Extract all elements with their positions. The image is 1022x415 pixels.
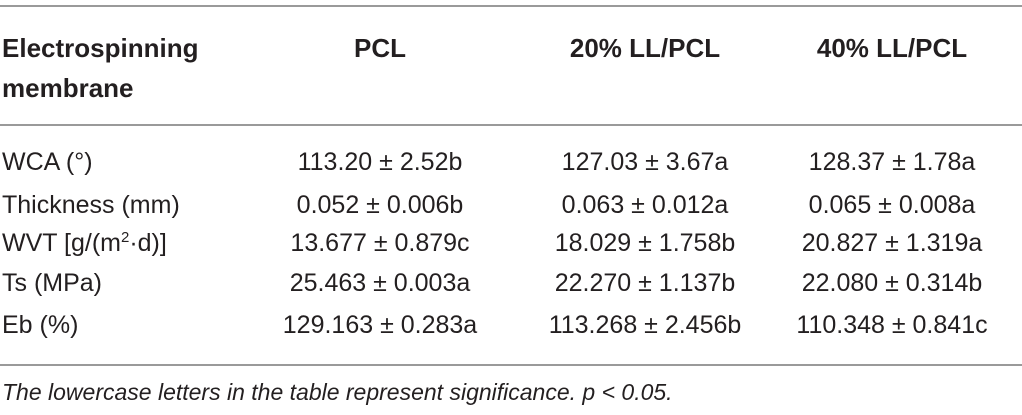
cell-40-ll-pcl: 128.37 ± 1.78a (808, 148, 976, 176)
cell-40-ll-pcl: 0.065 ± 0.008a (808, 191, 976, 219)
row-label-ts: Ts (MPa) (2, 269, 102, 297)
header-row-label: Electrospinning membrane (2, 28, 262, 152)
cell-pcl: 13.677 ± 0.879c (290, 229, 470, 257)
table-top-rule (0, 5, 1022, 7)
cell-pcl: 25.463 ± 0.003a (289, 269, 471, 297)
row-label-eb: Eb (%) (2, 311, 79, 339)
row-label-wvt-pre: WVT [g/(m (2, 229, 121, 257)
cell-pcl: 129.163 ± 0.283a (282, 311, 478, 339)
cell-20-ll-pcl: 22.270 ± 1.137b (554, 269, 736, 297)
cell-20-ll-pcl: 18.029 ± 1.758b (554, 229, 736, 257)
row-label-thickness: Thickness (mm) (2, 191, 180, 219)
cell-40-ll-pcl: 20.827 ± 1.319a (801, 229, 983, 257)
cell-20-ll-pcl: 0.063 ± 0.012a (561, 191, 729, 219)
cell-40-ll-pcl: 22.080 ± 0.314b (801, 269, 983, 297)
row-label-wvt-superscript: 2 (120, 229, 130, 246)
cell-pcl: 113.20 ± 2.52b (297, 148, 463, 176)
cell-40-ll-pcl: 110.348 ± 0.841c (796, 311, 988, 339)
header-row-label-line1: Electrospinning (2, 33, 199, 63)
cell-20-ll-pcl: 113.268 ± 2.456b (548, 311, 742, 339)
table-footnote: The lowercase letters in the table repre… (2, 379, 673, 405)
row-label-wvt: WVT [g/(m2·d)] (2, 224, 167, 262)
cell-20-ll-pcl: 127.03 ± 3.67a (561, 148, 729, 176)
header-20-ll-pcl: 20% LL/PCL (569, 33, 721, 63)
table-row: WCA (°) 113.20 ± 2.52b 127.03 ± 3.67a 12… (0, 143, 1022, 181)
table-header-rule (0, 124, 1022, 126)
cell-pcl: 0.052 ± 0.006b (296, 191, 464, 219)
table-row: Thickness (mm) 0.052 ± 0.006b 0.063 ± 0.… (0, 186, 1022, 224)
table-row: Ts (MPa) 25.463 ± 0.003a 22.270 ± 1.137b… (0, 264, 1022, 302)
header-row-label-line2: membrane (2, 73, 134, 103)
header-pcl: PCL (354, 33, 406, 63)
table-row: WVT [g/(m2·d)] 13.677 ± 0.879c 18.029 ± … (0, 224, 1022, 262)
header-40-ll-pcl: 40% LL/PCL (816, 33, 968, 63)
row-label-wca: WCA (°) (2, 148, 93, 176)
row-label-wvt-post: ·d)] (129, 229, 167, 257)
table-bottom-rule (0, 364, 1022, 366)
table-row: Eb (%) 129.163 ± 0.283a 113.268 ± 2.456b… (0, 306, 1022, 344)
